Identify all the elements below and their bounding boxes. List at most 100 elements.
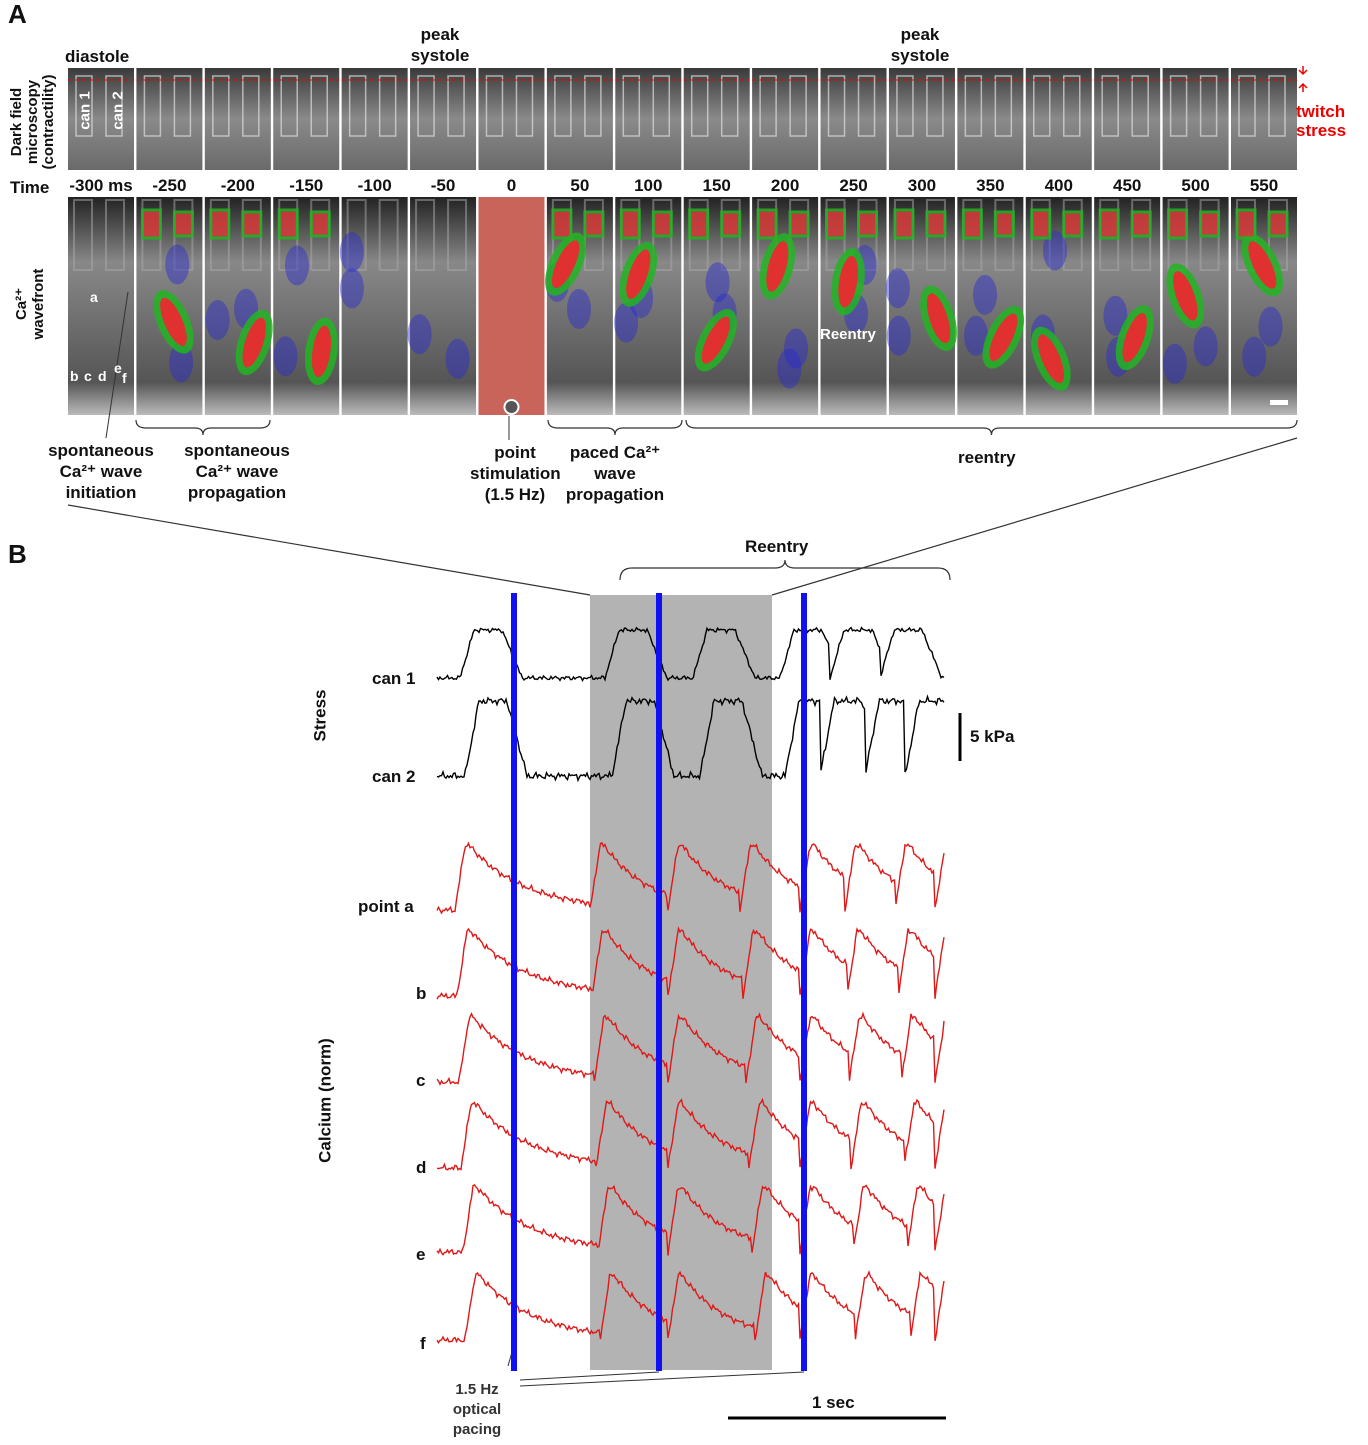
time-tick-label: 500 (1181, 176, 1209, 195)
can-label: can 1 (75, 86, 96, 136)
scale-label: 1 sec (812, 1392, 855, 1413)
blue-patch (165, 244, 189, 284)
top-wave (1269, 212, 1287, 236)
top-wave (174, 212, 192, 236)
top-wave (790, 212, 808, 236)
dark-field-frame (205, 68, 271, 170)
time-tick-label: 250 (839, 176, 867, 195)
trace-label: can 1 (372, 668, 415, 689)
blue-patch (408, 314, 432, 354)
blue-patch (886, 268, 910, 308)
dark-field-frame (136, 68, 202, 170)
top-wave (895, 210, 913, 238)
connector (772, 438, 1297, 595)
dark-field-frame (273, 68, 339, 170)
blue-patch (1194, 326, 1218, 366)
blue-patch (340, 232, 364, 272)
top-wave (142, 210, 160, 238)
top-wave (1100, 210, 1118, 238)
row-label: Dark field microscopy (contractility) (9, 57, 57, 187)
dark-field-frame (1026, 68, 1092, 170)
panel-label: B (8, 544, 27, 565)
trace-label: point a (358, 896, 414, 917)
time-tick-label: 200 (771, 176, 799, 195)
time-tick-label: 50 (570, 176, 589, 195)
blue-patch (777, 348, 801, 388)
annotation: paced Ca²⁺ wave propagation (558, 442, 672, 505)
pacing-label: 1.5 Hz optical pacing (444, 1380, 510, 1440)
dark-field-frame (684, 68, 750, 170)
blue-patch (1259, 307, 1283, 347)
phase-label: peak systole (880, 24, 960, 66)
time-tick-label: 350 (976, 176, 1004, 195)
top-wave (243, 212, 261, 236)
time-tick-label: -50 (431, 176, 456, 195)
top-wave (211, 210, 229, 238)
calcium-frame (478, 197, 544, 415)
dark-field-frame (615, 68, 681, 170)
top-wave (1032, 210, 1050, 238)
dark-field-frame (410, 68, 476, 170)
top-wave (1132, 212, 1150, 236)
annotation: point stimulation (1.5 Hz) (470, 442, 560, 505)
point-label: f (122, 368, 127, 389)
blue-patch (887, 316, 911, 356)
dark-field-frame (478, 68, 544, 170)
time-tick-label: -200 (221, 176, 255, 195)
top-wave (279, 210, 297, 238)
time-tick-label: 0 (507, 176, 516, 195)
top-wave (553, 210, 571, 238)
top-wave (722, 212, 740, 236)
point-label: b (70, 366, 79, 387)
blue-patch (274, 336, 298, 376)
dark-field-frame (1163, 68, 1229, 170)
phase-label: diastole (65, 46, 129, 67)
page: { "panel_a": { "label": "A", "phase_labe… (0, 0, 1368, 1445)
brace (136, 420, 270, 435)
twitch-arrows (1299, 66, 1307, 92)
point-label: e (114, 358, 122, 379)
top-wave (621, 210, 639, 238)
trace-label: can 2 (372, 766, 415, 787)
blue-patch (206, 300, 230, 340)
reentry-label: Reentry (820, 324, 876, 345)
top-wave (1064, 212, 1082, 236)
top-wave (1201, 212, 1219, 236)
top-wave (963, 210, 981, 238)
top-wave (311, 212, 329, 236)
stim-point (504, 400, 518, 414)
blue-patch (446, 339, 470, 379)
top-wave (859, 212, 877, 236)
top-wave (690, 210, 708, 238)
brace (620, 560, 950, 580)
dark-field-frame (547, 68, 613, 170)
time-tick-label: -250 (152, 176, 186, 195)
blue-patch (1163, 344, 1187, 384)
trace-label: d (416, 1157, 426, 1178)
figure: -300 ms-250-200-150-100-5005010015020025… (0, 0, 1368, 1445)
top-wave (653, 212, 671, 236)
top-wave (1237, 210, 1255, 238)
blue-patch (973, 275, 997, 315)
dark-field-frame (752, 68, 818, 170)
blue-patch (340, 268, 364, 308)
brace (548, 420, 682, 435)
trace-label: e (416, 1244, 425, 1265)
annotation: spontaneous Ca²⁺ wave propagation (172, 440, 302, 503)
dark-field-frame (1094, 68, 1160, 170)
scale-label: 5 kPa (970, 726, 1014, 747)
dark-field-frame (342, 68, 408, 170)
trace-label: c (416, 1070, 425, 1091)
trace-label: f (420, 1333, 426, 1354)
annotation: spontaneous Ca²⁺ wave initiation (38, 440, 164, 503)
panel-label: A (8, 4, 27, 25)
time-label: Time (10, 177, 49, 198)
blue-patch (567, 289, 591, 329)
time-tick-label: 100 (634, 176, 662, 195)
blue-patch (285, 246, 309, 286)
top-wave (758, 210, 776, 238)
time-tick-label: 550 (1250, 176, 1278, 195)
reentry-label: Reentry (745, 536, 808, 557)
time-tick-label: -300 ms (69, 176, 132, 195)
point-label: d (98, 366, 107, 387)
